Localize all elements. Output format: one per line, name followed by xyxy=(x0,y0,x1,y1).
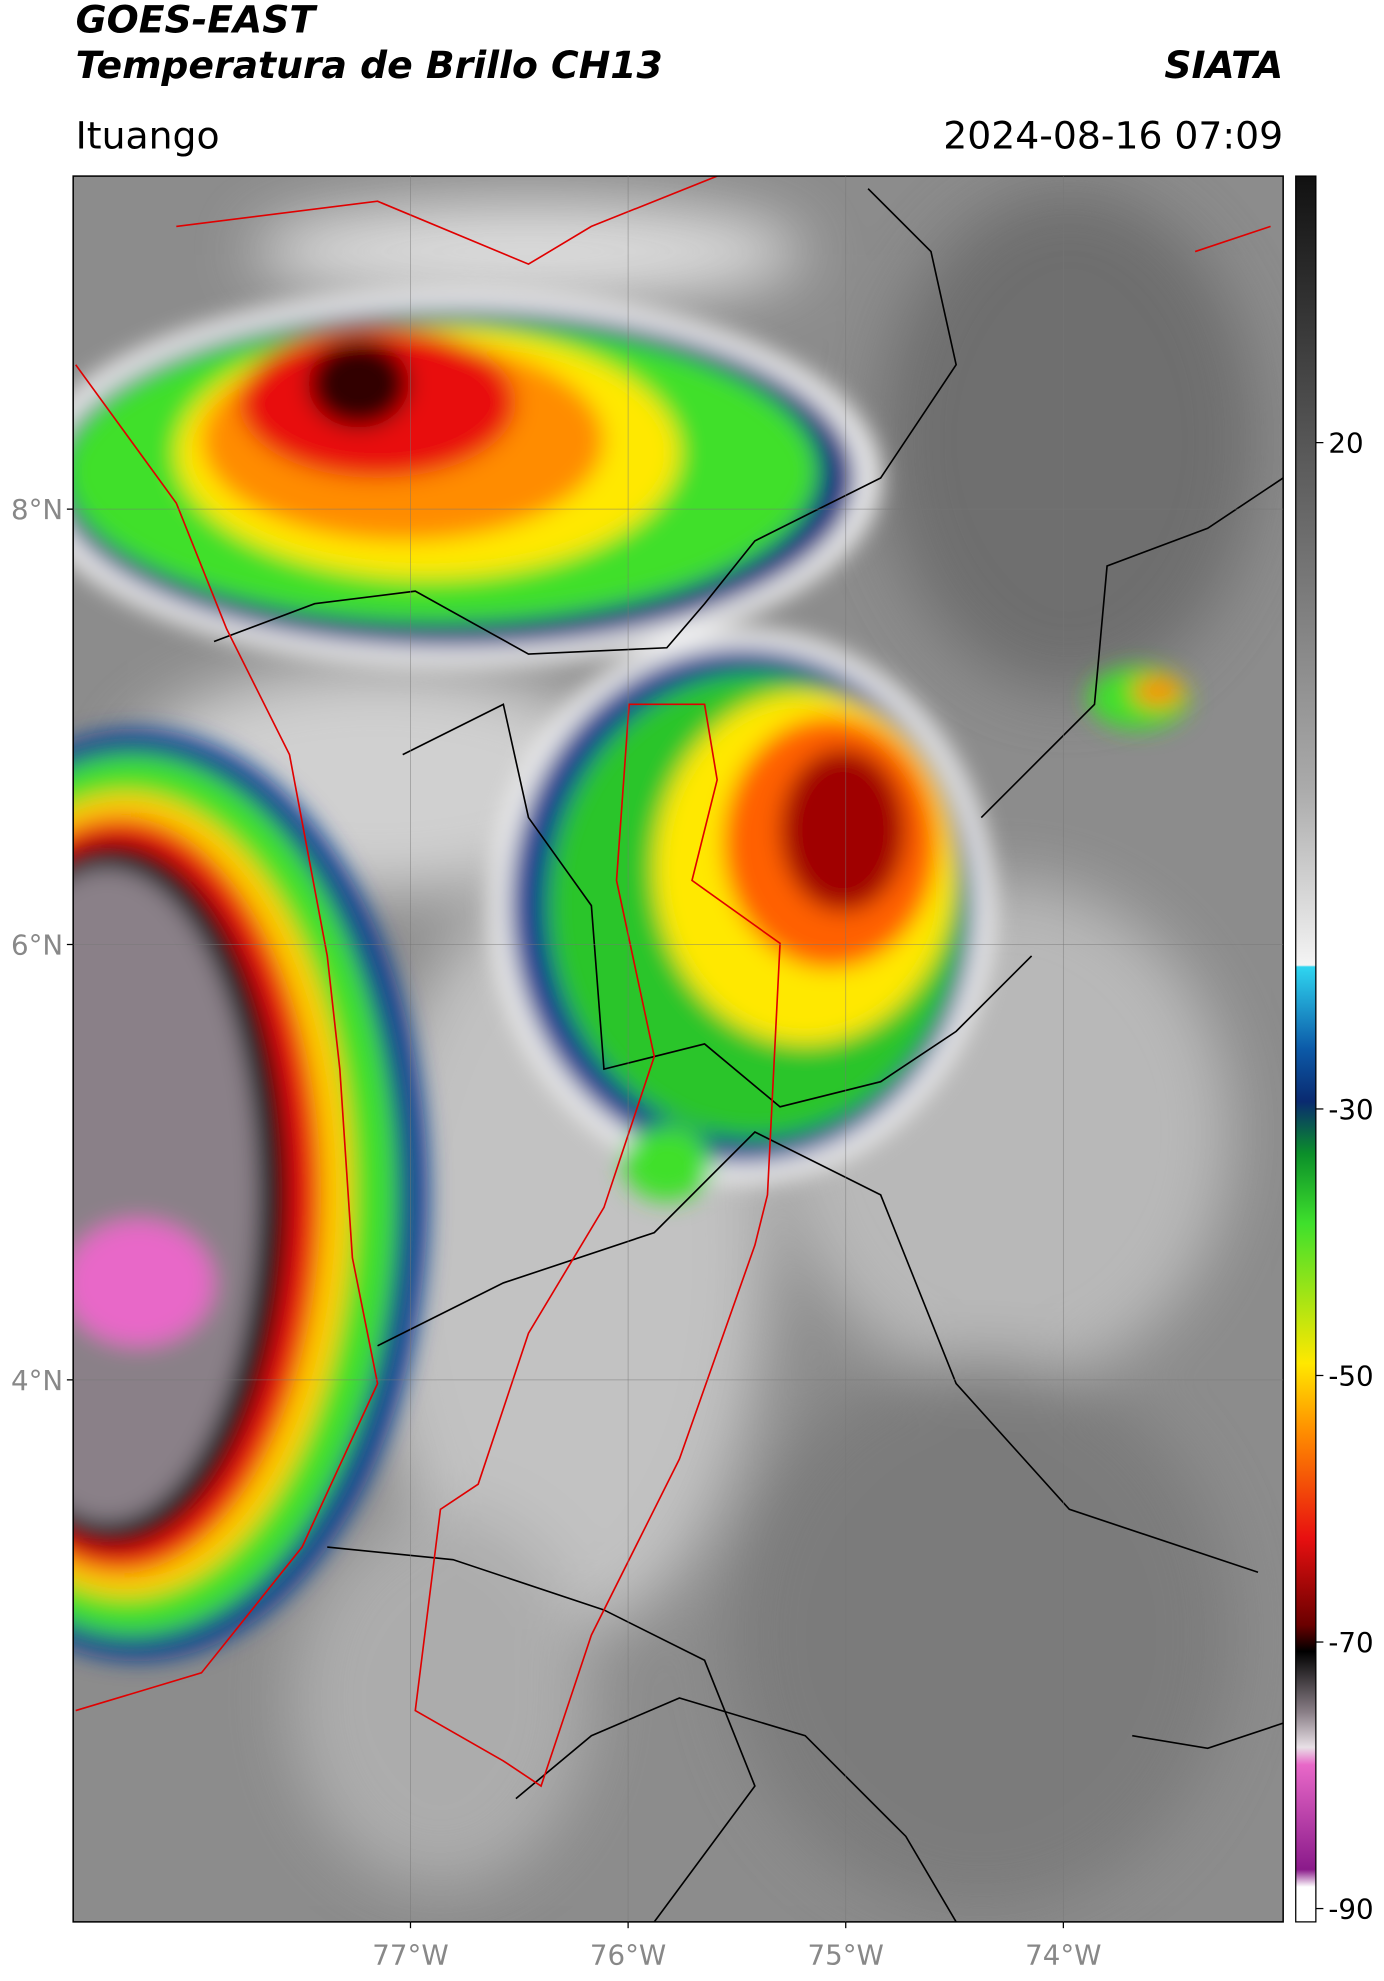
colorbar xyxy=(1295,175,1317,1923)
region: Ituango xyxy=(76,113,220,157)
lon-tick-label: 75°W xyxy=(808,1939,884,1972)
agency: SIATA xyxy=(1164,43,1283,87)
lat-tick-label: 4°N xyxy=(11,1364,63,1397)
lat-tick-label: 6°N xyxy=(11,929,63,962)
lon-tick-label: 76°W xyxy=(590,1939,666,1972)
datetime: 2024-08-16 07:09 xyxy=(943,113,1283,157)
satellite-image xyxy=(73,176,1284,1922)
colorbar-tick-label: -70 xyxy=(1328,1626,1373,1659)
lat-tick-label: 8°N xyxy=(11,493,63,526)
colorbar-tick-label: 20 xyxy=(1328,427,1363,460)
title: Temperatura de Brillo CH13 xyxy=(76,43,663,87)
colorbar-tick-label: -30 xyxy=(1328,1093,1373,1126)
lon-tick-label: 74°W xyxy=(1025,1939,1101,1972)
map-frame xyxy=(72,175,1284,1923)
product: GOES-EAST xyxy=(76,0,319,42)
lon-tick-label: 77°W xyxy=(372,1939,448,1972)
colorbar-tick-label: -50 xyxy=(1328,1360,1373,1393)
colorbar-tick-label: -90 xyxy=(1328,1893,1373,1926)
